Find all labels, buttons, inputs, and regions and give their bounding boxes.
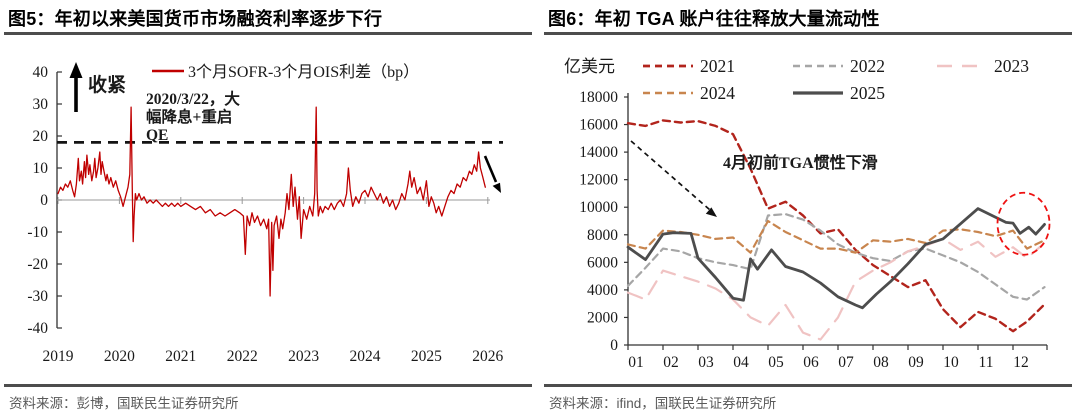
tighten-label: 收紧 — [88, 73, 126, 96]
x-axis-label: 2021 — [165, 348, 196, 365]
trend-arrow-head — [492, 182, 501, 193]
figure5-title: 图5：年初以来美国货币市场融资利率逐步下行 — [8, 9, 383, 29]
figure5-chart: 40 30 20 10 0 -10 -20 -30 -40 2019 2020 2021 2022 202… — [27, 62, 504, 365]
y-axis-label: 14000 — [579, 144, 618, 161]
figure6-footer-rule — [544, 384, 1072, 387]
tga-series-2025-line — [626, 207, 1046, 310]
x-axis-label: 08 — [873, 354, 889, 371]
x-axis-label: 01 — [628, 354, 644, 371]
y-unit-label: 亿美元 — [564, 57, 615, 76]
y-axis-label: 18000 — [579, 89, 618, 106]
annotation-arrow-shaft — [630, 140, 711, 211]
legend-label-2023: 2023 — [994, 56, 1029, 76]
x-axis-label: 07 — [838, 354, 854, 371]
x-axis-label: 2025 — [411, 348, 442, 365]
y-axis-label: 20 — [33, 128, 49, 145]
y-axis-label: 40 — [33, 64, 49, 81]
tga-series-2023-line — [626, 237, 1046, 341]
event-annotation-line: 幅降息+重启 — [146, 107, 232, 126]
annotation-label: 4月初前TGA惯性下滑 — [723, 153, 878, 172]
y-axis-label: 8000 — [587, 227, 618, 244]
figure5-footer-rule — [4, 384, 532, 387]
panel-figure-6: 图6：年初 TGA 账户往往释放大量流动性 18000 16000 14000 120… — [540, 0, 1080, 417]
y-axis-label: 10 — [33, 160, 49, 177]
x-axis-label: 2026 — [472, 348, 503, 365]
y-axis-label: 12000 — [579, 172, 618, 189]
highlight-circle — [996, 191, 1051, 256]
figure5-source: 资料来源：彭博，国联民生证券研究所 — [9, 396, 239, 411]
panel-figure-5: 图5：年初以来美国货币市场融资利率逐步下行 40 30 20 10 0 -10 -20 -30… — [4, 9, 532, 411]
tighten-arrow-head — [69, 62, 83, 78]
x-axis-label: 05 — [768, 354, 784, 371]
y-axis-label: -30 — [27, 288, 48, 305]
y-axis-label: 16000 — [579, 117, 618, 134]
legend-label-2022: 2022 — [850, 56, 885, 76]
figure5-title-rule — [4, 32, 532, 35]
annotation-arrow-head — [705, 207, 717, 217]
legend-label-2021: 2021 — [700, 56, 735, 76]
x-axis-label: 11 — [979, 354, 994, 371]
y-axis-label: -20 — [27, 256, 48, 273]
x-axis-label: 12 — [1013, 354, 1029, 371]
y-axis-label: 30 — [33, 96, 49, 113]
trend-arrow-shaft — [483, 155, 498, 183]
y-axis-label: 6000 — [587, 254, 618, 271]
x-axis-label: 2024 — [350, 348, 381, 365]
figure6-title-rule — [544, 32, 1072, 35]
x-axis-label: 04 — [733, 354, 749, 371]
x-axis-label: 09 — [908, 354, 924, 371]
legend-label-2025: 2025 — [850, 83, 885, 103]
figure6-title: 图6：年初 TGA 账户往往释放大量流动性 — [548, 9, 880, 29]
y-axis-label: 2000 — [587, 309, 618, 326]
y-axis-label: -40 — [27, 320, 48, 337]
y-axis-label: -10 — [27, 224, 48, 241]
x-axis-label: 2022 — [227, 348, 258, 365]
event-annotation-line: 2020/3/22，大 — [146, 89, 240, 108]
event-annotation-line: QE — [146, 127, 168, 144]
x-axis-label: 2019 — [43, 348, 74, 365]
x-axis-label: 2020 — [104, 348, 135, 365]
y-axis-label: 0 — [610, 337, 618, 354]
x-axis-label: 02 — [663, 354, 679, 371]
y-axis-label: 4000 — [587, 282, 618, 299]
y-axis-label: 0 — [40, 192, 48, 209]
legend-label-2024: 2024 — [700, 83, 735, 103]
figure6-chart: 18000 16000 14000 12000 10000 8000 6000 4000 200… — [564, 56, 1051, 371]
tga-series-2024-line — [626, 219, 1046, 254]
x-axis-label: 10 — [943, 354, 959, 371]
tga-series-2021-line — [626, 119, 1046, 333]
tga-series-2022-line — [626, 213, 1046, 301]
x-axis-label: 06 — [803, 354, 819, 371]
x-axis-label: 03 — [698, 354, 714, 371]
y-axis-label: 10000 — [579, 199, 618, 216]
figure6-source: 资料来源：ifind，国联民生证券研究所 — [549, 396, 777, 411]
sofr-ois-spread-line — [57, 106, 486, 297]
x-axis-label: 2023 — [288, 348, 319, 365]
legend-label: 3个月SOFR-3个月OIS利差（bp） — [188, 63, 419, 81]
